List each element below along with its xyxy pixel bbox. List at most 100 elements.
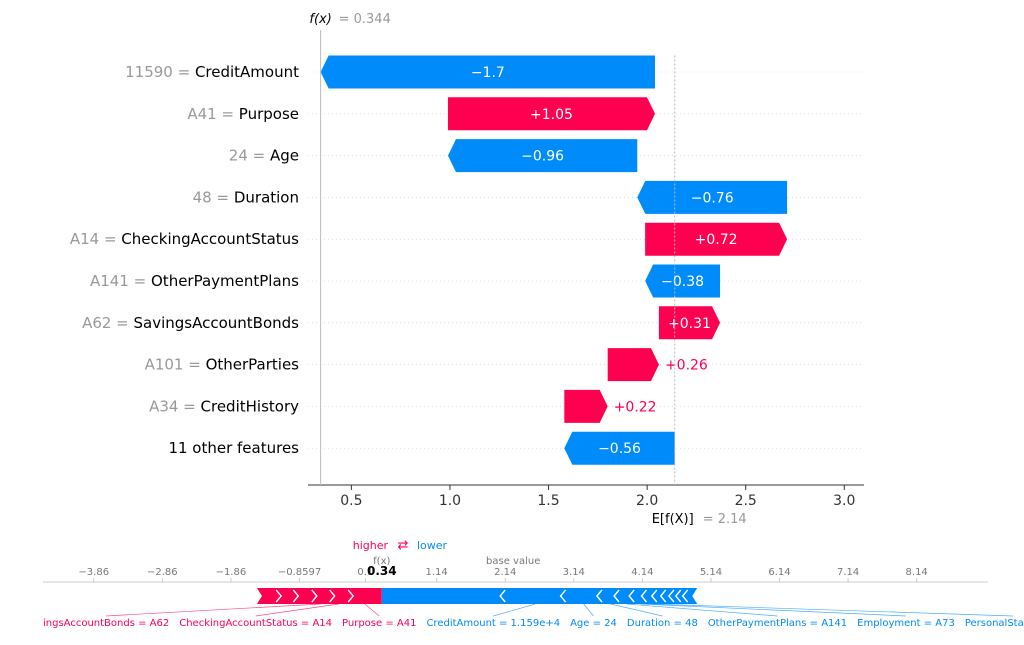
force-tick-label: 2.14 <box>494 567 516 578</box>
x-axis: 0.5 1.0 1.5 2.0 2.5 3.0 <box>308 484 864 509</box>
force-label-connector <box>626 603 778 617</box>
expected-value-annotation: E[f(X)] = 2.14 <box>652 55 747 527</box>
force-label-connector <box>651 603 1013 617</box>
contribution-bars: −1.7 +1.05 −0.96 −0.76 +0.72 −0.38 +0.31 +0.26 +… <box>320 55 788 465</box>
bar-value-label: +0.72 <box>695 232 738 248</box>
force-feature-label: Age = 24 <box>570 618 617 629</box>
force-tick-label: 7.14 <box>837 567 859 578</box>
feature-label: A62 = SavingsAccountBonds <box>82 314 299 332</box>
force-ticks: −3.86 −2.86 −1.86 −0.8597 0.1 1.14 2.14 3.14 4.1… <box>43 556 988 583</box>
force-separator <box>311 589 318 603</box>
fx-label: f(x) <box>309 12 331 27</box>
force-separator <box>292 589 300 603</box>
force-label-connector <box>364 603 380 617</box>
bar-value-label: −0.56 <box>598 441 641 457</box>
x-tick-label: 1.5 <box>537 493 559 509</box>
force-feature-label: PersonalStatus = A <box>965 618 1024 629</box>
force-tick-label: −1.86 <box>216 567 247 578</box>
bar-value-label: −1.7 <box>471 65 505 81</box>
force-feature-label: Duration = 48 <box>627 618 698 629</box>
feature-label: A41 = Purpose <box>187 105 299 123</box>
force-separator <box>681 589 689 603</box>
force-label-connector <box>106 603 321 617</box>
force-separator <box>674 589 682 603</box>
force-separator <box>329 589 336 603</box>
legend-lower: lower <box>417 539 448 552</box>
force-negative-bar <box>381 588 698 604</box>
force-feature-label: CheckingAccountStatus = A14 <box>179 618 332 629</box>
force-label-connector <box>583 603 594 617</box>
fx-value: = 0.344 <box>339 12 391 27</box>
feature-label: 24 = Age <box>229 147 299 165</box>
x-tick-label: 2.5 <box>735 493 757 509</box>
force-separator <box>347 589 355 603</box>
force-fx-label: f(x) <box>373 556 390 567</box>
force-positive-bar <box>256 588 382 604</box>
bar-value-label: −0.38 <box>661 274 704 290</box>
feature-label: A101 = OtherParties <box>145 356 300 374</box>
contribution-bar <box>320 55 656 89</box>
bar-value-label: +1.05 <box>530 107 573 123</box>
contribution-bar <box>645 264 721 298</box>
contribution-bar <box>564 431 675 465</box>
force-separator <box>640 589 648 603</box>
feature-label: 11590 = CreditAmount <box>125 63 299 81</box>
force-label-connector <box>610 603 663 617</box>
force-feature-label: OtherPaymentPlans = A141 <box>708 618 847 629</box>
force-feature-labels: ingsAccountBonds = A62 CheckingAccountSta… <box>43 603 1024 629</box>
force-bar <box>256 588 698 604</box>
waterfall-chart: 0.5 1.0 1.5 2.0 2.5 3.0 −1.7 +1.05 −0.96 −0.76 +0… <box>70 12 864 527</box>
force-plot: higher ⇄ lower −3.86 −2.86 −1.86 −0.8597 0.1… <box>43 538 1024 629</box>
feature-label: 11 other features <box>168 439 299 457</box>
force-separator <box>659 589 667 603</box>
contribution-bar <box>447 139 638 173</box>
expected-value-value: = 2.14 <box>703 512 747 527</box>
contribution-bar <box>564 389 608 423</box>
force-feature-label: Employment = A73 <box>857 618 955 629</box>
feature-labels: 11590 = CreditAmount A41 = Purpose 24 = Ag… <box>70 63 299 457</box>
force-tick-label: 6.14 <box>768 567 790 578</box>
force-tick-label: 0.1 <box>357 567 373 578</box>
force-separator <box>595 589 603 603</box>
force-separator <box>613 589 620 603</box>
force-separator <box>559 589 567 603</box>
contribution-bar <box>447 97 656 131</box>
force-label-connector <box>640 603 907 617</box>
force-fx-value: 0.34 <box>367 564 397 578</box>
force-separator <box>650 589 658 603</box>
bar-value-label: −0.96 <box>521 149 564 165</box>
expected-value-label: E[f(X)] <box>652 512 694 527</box>
force-tick-label: 3.14 <box>563 567 585 578</box>
force-label-connector <box>493 603 536 617</box>
x-tick-label: 1.0 <box>439 493 461 509</box>
bar-value-label: +0.26 <box>665 358 708 374</box>
contribution-bar <box>607 348 659 382</box>
force-base-label: base value <box>486 556 540 567</box>
x-tick-label: 3.0 <box>833 493 855 509</box>
force-tick-label: 4.14 <box>631 567 653 578</box>
x-tick-label: 2.0 <box>636 493 658 509</box>
legend-arrows-icon: ⇄ <box>398 538 409 553</box>
force-feature-label: CreditAmount = 1.159e+4 <box>426 618 560 629</box>
force-tick-label: −3.86 <box>78 567 109 578</box>
force-feature-label: Purpose = A41 <box>342 618 416 629</box>
force-tick-label: −0.8597 <box>278 567 321 578</box>
force-tick-label: 1.14 <box>426 567 448 578</box>
force-separator <box>628 589 635 603</box>
contribution-bar <box>645 222 788 256</box>
force-label-connector <box>255 603 339 617</box>
force-legend: higher ⇄ lower <box>353 538 448 553</box>
bar-value-label: −0.76 <box>691 190 734 206</box>
force-tick-label: −2.86 <box>147 567 178 578</box>
force-separator <box>275 589 283 603</box>
feature-label: A34 = CreditHistory <box>149 397 299 415</box>
feature-label: A141 = OtherPaymentPlans <box>90 272 299 290</box>
force-separator <box>499 589 506 603</box>
feature-label: 48 = Duration <box>193 188 299 206</box>
x-tick-label: 0.5 <box>340 493 362 509</box>
force-separator <box>668 589 675 603</box>
force-feature-label: ingsAccountBonds = A62 <box>43 618 169 629</box>
legend-higher: higher <box>353 539 389 552</box>
fx-annotation: f(x) = 0.344 <box>309 12 391 485</box>
bar-value-label: +0.31 <box>668 316 711 332</box>
